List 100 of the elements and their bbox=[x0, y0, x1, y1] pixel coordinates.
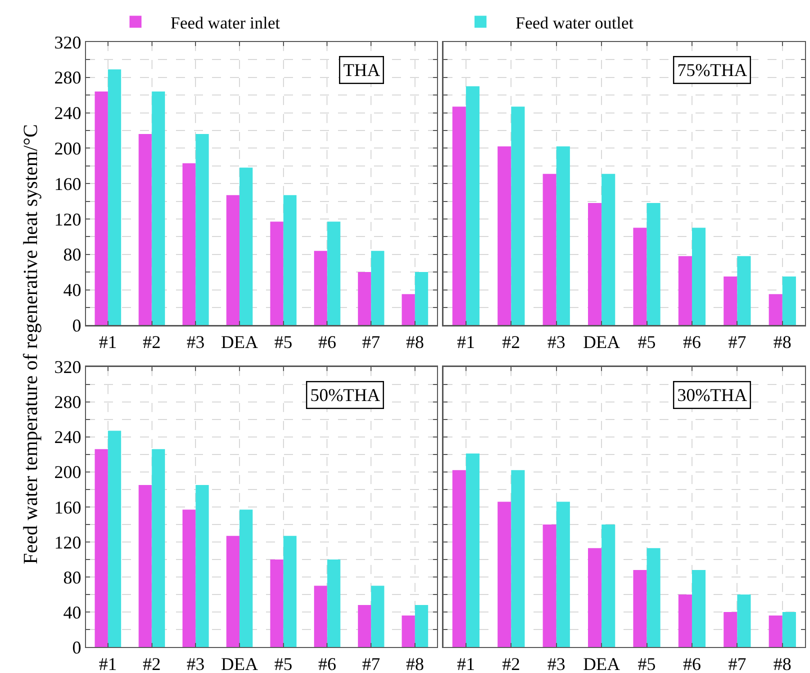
y-tick-label: 320 bbox=[54, 32, 82, 52]
bar bbox=[94, 92, 108, 326]
bar bbox=[692, 570, 706, 647]
bar bbox=[588, 548, 602, 647]
y-tick-label: 40 bbox=[63, 280, 82, 300]
y-tick-label: 320 bbox=[54, 357, 82, 378]
bar bbox=[498, 146, 512, 326]
bar bbox=[371, 250, 384, 326]
bar bbox=[226, 536, 240, 647]
bar bbox=[226, 195, 240, 326]
x-tick-label: #3 bbox=[547, 332, 566, 352]
bar bbox=[498, 502, 512, 647]
bar bbox=[240, 510, 253, 647]
bar bbox=[314, 586, 328, 647]
bar bbox=[108, 69, 122, 326]
bar bbox=[678, 594, 692, 647]
bar bbox=[402, 294, 415, 326]
bar bbox=[633, 228, 647, 326]
y-tick-label: 160 bbox=[54, 497, 82, 518]
x-tick-label: #7 bbox=[728, 654, 746, 673]
text: 30%THA bbox=[677, 385, 748, 406]
bar bbox=[358, 272, 372, 326]
bar bbox=[511, 106, 525, 326]
x-tick-label: DEA bbox=[583, 332, 620, 352]
bar bbox=[283, 536, 297, 647]
bar bbox=[782, 612, 796, 647]
bar bbox=[414, 604, 428, 647]
x-tick-label: #2 bbox=[142, 654, 161, 673]
bar bbox=[327, 559, 340, 647]
bar bbox=[646, 203, 660, 326]
x-tick-label: #3 bbox=[186, 332, 205, 352]
bar bbox=[152, 92, 165, 326]
y-tick-label: 280 bbox=[54, 392, 82, 412]
x-tick-label: #6 bbox=[318, 654, 336, 673]
bar bbox=[240, 168, 253, 326]
bar bbox=[196, 485, 209, 647]
bar bbox=[138, 485, 152, 647]
y-tick-label: 120 bbox=[54, 209, 82, 230]
x-tick-label: DEA bbox=[221, 654, 258, 673]
bar bbox=[724, 276, 738, 326]
bar bbox=[466, 86, 480, 326]
y-tick-label: 240 bbox=[54, 103, 82, 124]
bar bbox=[283, 195, 297, 326]
y-tick-label: 160 bbox=[54, 174, 82, 194]
bar bbox=[314, 250, 328, 326]
bar bbox=[138, 134, 152, 326]
x-tick-label: #7 bbox=[362, 654, 380, 673]
bar bbox=[152, 449, 165, 647]
bar bbox=[692, 228, 706, 326]
x-tick-label: #6 bbox=[682, 654, 701, 673]
y-tick-label: 240 bbox=[54, 427, 82, 448]
bar bbox=[196, 134, 209, 326]
y-tick-label: 200 bbox=[54, 138, 82, 158]
bar bbox=[768, 294, 782, 326]
x-tick-label: #5 bbox=[274, 332, 292, 352]
text: THA bbox=[343, 60, 380, 80]
x-tick-label: #2 bbox=[502, 332, 520, 352]
x-tick-label: #8 bbox=[773, 332, 792, 352]
bar bbox=[768, 615, 782, 647]
bar bbox=[108, 430, 122, 647]
x-tick-label: #1 bbox=[456, 654, 475, 673]
bar bbox=[678, 256, 692, 326]
y-tick-label: 280 bbox=[54, 68, 82, 88]
bar bbox=[542, 524, 556, 647]
bar bbox=[737, 256, 751, 326]
x-tick-label: #8 bbox=[773, 654, 792, 673]
bar bbox=[556, 502, 570, 647]
x-tick-label: #1 bbox=[456, 332, 475, 352]
x-tick-label: #5 bbox=[638, 332, 656, 352]
x-tick-label: #5 bbox=[638, 654, 656, 673]
x-tick-label: #7 bbox=[362, 332, 380, 352]
x-tick-label: #8 bbox=[406, 654, 424, 673]
x-tick-label: #1 bbox=[98, 332, 117, 352]
y-tick-label: 80 bbox=[63, 567, 82, 588]
x-tick-label: DEA bbox=[583, 654, 620, 673]
y-axis-title: Feed water temperature of regenerative heat system/°C bbox=[20, 124, 42, 564]
x-tick-label: #7 bbox=[728, 332, 746, 352]
y-tick-label: 80 bbox=[63, 244, 82, 265]
x-tick-label: #8 bbox=[406, 332, 424, 352]
bar bbox=[414, 272, 428, 326]
x-tick-label: #2 bbox=[502, 654, 520, 673]
bar bbox=[270, 559, 284, 647]
legend-label: Feed water outlet bbox=[516, 13, 634, 32]
bar bbox=[182, 163, 196, 326]
x-tick-label: #6 bbox=[682, 332, 701, 352]
bar bbox=[511, 470, 525, 647]
bar bbox=[452, 470, 466, 647]
bar bbox=[737, 594, 751, 647]
bar bbox=[588, 203, 602, 326]
bar bbox=[94, 449, 108, 647]
bar bbox=[602, 174, 616, 326]
bar bbox=[358, 604, 372, 647]
x-tick-label: #3 bbox=[547, 654, 566, 673]
x-tick-label: #6 bbox=[318, 332, 336, 352]
bar bbox=[556, 146, 570, 326]
x-tick-label: #1 bbox=[98, 654, 117, 673]
bar bbox=[270, 222, 284, 326]
bar bbox=[542, 174, 556, 326]
y-tick-label: 120 bbox=[54, 532, 82, 552]
x-tick-label: #5 bbox=[274, 654, 292, 673]
